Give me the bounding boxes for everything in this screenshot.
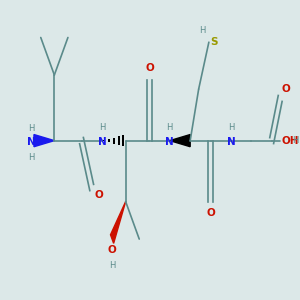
Text: H: H (200, 26, 206, 35)
Polygon shape (34, 134, 54, 147)
Text: N: N (226, 136, 235, 147)
Text: H: H (28, 124, 35, 133)
Text: S: S (211, 37, 218, 47)
Text: N: N (98, 136, 106, 147)
Text: N: N (27, 136, 36, 147)
Text: H: H (167, 123, 173, 132)
Text: O: O (94, 190, 103, 200)
Text: H: H (228, 123, 234, 132)
Text: O: O (206, 208, 215, 218)
Text: N: N (165, 136, 174, 147)
Text: O: O (108, 245, 116, 255)
Text: OH: OH (282, 136, 299, 146)
Text: H: H (28, 153, 35, 162)
Text: H: H (109, 261, 115, 270)
Text: H: H (292, 136, 299, 145)
Text: O: O (282, 84, 291, 94)
Polygon shape (170, 134, 190, 147)
Text: O: O (145, 63, 154, 74)
Polygon shape (110, 202, 126, 243)
Text: H: H (99, 123, 105, 132)
